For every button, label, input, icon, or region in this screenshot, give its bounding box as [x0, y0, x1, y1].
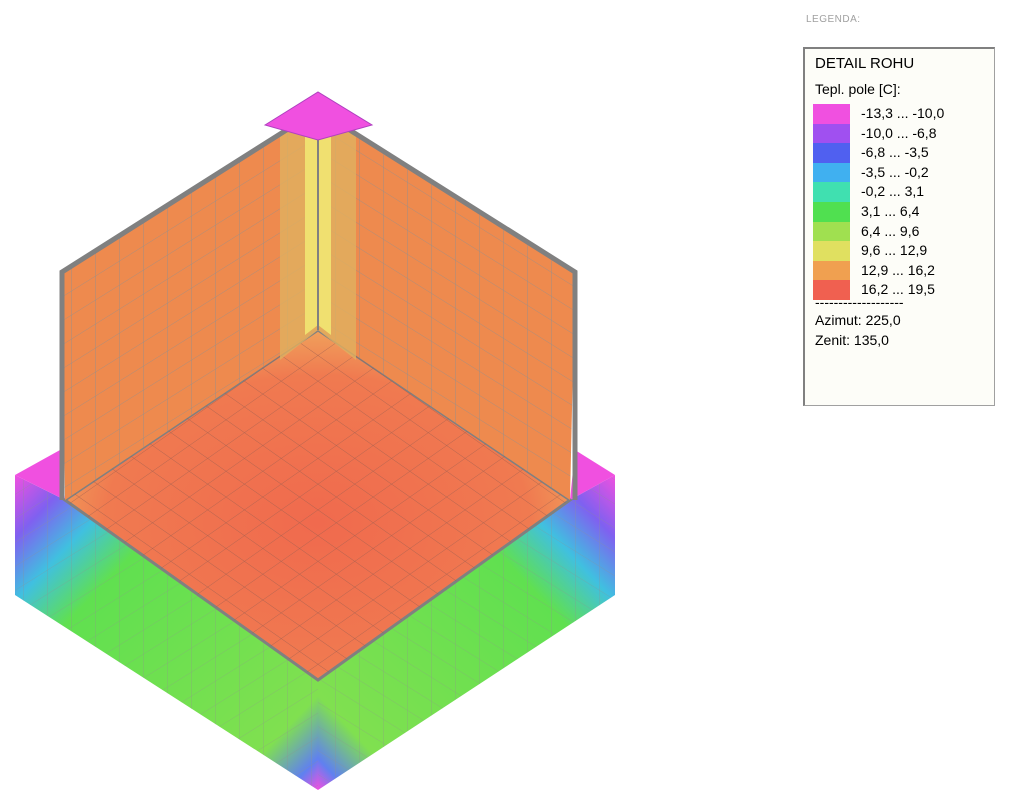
legend-row: -6,8 ... -3,5	[813, 143, 988, 163]
legend-row: 3,1 ... 6,4	[813, 201, 988, 222]
legend-label: -0,2 ... 3,1	[861, 183, 925, 200]
legend-swatch	[813, 104, 850, 124]
legend-row: -13,3 ... -10,0	[813, 104, 988, 124]
legend-label: 3,1 ... 6,4	[861, 202, 920, 219]
slab-left-grid	[15, 475, 318, 790]
legend-row: -10,0 ... -6,8	[813, 123, 988, 144]
legend-row: 12,9 ... 16,2	[813, 260, 988, 281]
legend-swatch	[813, 162, 850, 183]
legend-swatch	[813, 241, 850, 261]
slab-corner	[15, 450, 65, 500]
legend-label: 6,4 ... 9,6	[861, 222, 920, 239]
legend-label: -3,5 ... -0,2	[861, 163, 929, 180]
legend-separator: -------------------	[815, 294, 904, 310]
legend-swatch	[813, 201, 850, 222]
legend-swatch	[813, 123, 850, 144]
slab-right-grid	[318, 475, 615, 790]
right-wall-grid	[318, 110, 575, 500]
legend-row: -0,2 ... 3,1	[813, 182, 988, 202]
legend-row: -3,5 ... -0,2	[813, 162, 988, 183]
legend-swatch	[813, 260, 850, 281]
legend-label: 12,9 ... 16,2	[861, 261, 935, 278]
legend-row: 6,4 ... 9,6	[813, 221, 988, 242]
legend-row: 9,6 ... 12,9	[813, 241, 988, 261]
legend-label: 16,2 ... 19,5	[861, 281, 935, 298]
legend-label: -13,3 ... -10,0	[861, 105, 945, 121]
zenith: Zenit: 135,0	[815, 332, 889, 348]
legend-title: DETAIL ROHU	[815, 55, 915, 72]
slab-top-grid	[65, 330, 570, 680]
legend-label: 9,6 ... 12,9	[861, 242, 928, 259]
legend-subtitle: Tepl. pole [C]:	[815, 81, 901, 97]
legend-caption: LEGENDA:	[806, 14, 861, 25]
legend-row: 16,2 ... 19,5	[813, 280, 988, 300]
slab-corner	[570, 450, 615, 500]
legend-rows: -13,3 ... -10,0 -10,0 ... -6,8 -6,8 ... -3…	[813, 104, 988, 300]
azimuth: Azimut: 225,0	[815, 312, 901, 328]
left-wall-grid	[62, 110, 318, 500]
thermal-model-view	[15, 91, 615, 790]
legend-swatch	[813, 280, 850, 300]
legend-swatch	[813, 143, 850, 163]
legend-label: -6,8 ... -3,5	[861, 144, 929, 161]
legend-swatch	[813, 182, 850, 202]
legend-swatch	[813, 221, 850, 242]
column-cap	[263, 91, 374, 141]
legend-panel: DETAIL ROHU Tepl. pole [C]: -13,3 ... -1…	[803, 47, 995, 406]
legend-label: -10,0 ... -6,8	[861, 124, 937, 141]
